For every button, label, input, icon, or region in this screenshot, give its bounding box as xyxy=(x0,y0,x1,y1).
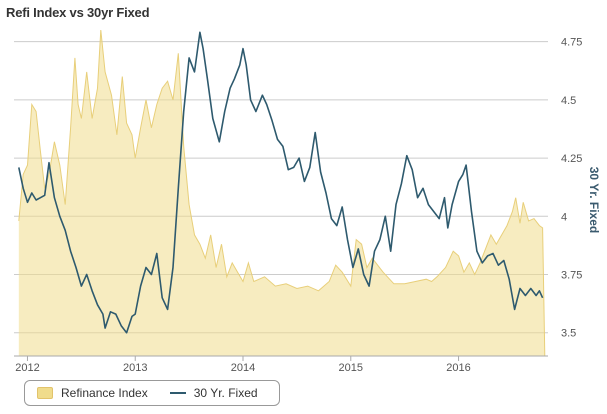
y-tick-label: 3.75 xyxy=(561,270,582,282)
refinance-index-area xyxy=(18,30,545,356)
y-tick-label: 4.75 xyxy=(561,37,582,49)
refinance-index-outline xyxy=(18,29,546,357)
x-tick-label: 2015 xyxy=(339,362,363,374)
thirty-year-fixed-line-layer xyxy=(18,31,544,334)
x-tick-label: 2016 xyxy=(446,362,470,374)
legend-item-30yr-fixed[interactable]: 30 Yr. Fixed xyxy=(169,386,258,400)
legend-item-refinance-index[interactable]: Refinance Index xyxy=(37,386,148,400)
chart-title: Refi Index vs 30yr Fixed xyxy=(6,5,150,20)
y-tick-label: 4.5 xyxy=(561,95,576,107)
x-axis: 2012 2013 2014 2015 2016 xyxy=(14,355,548,374)
y-axis-right: 3.5 3.75 4 4.25 4.5 4.75 xyxy=(561,37,582,340)
x-tick-label: 2013 xyxy=(123,362,147,374)
y-axis-title: 30 Yr. Fixed xyxy=(587,167,601,234)
y-tick-label: 4.25 xyxy=(561,153,582,165)
legend-swatch-line xyxy=(169,392,186,394)
thirty-year-fixed-line xyxy=(18,31,544,334)
legend-swatch-area xyxy=(37,387,53,399)
legend-label-refinance-index: Refinance Index xyxy=(61,386,148,400)
y-tick-label: 3.5 xyxy=(561,328,576,340)
refinance-index-area-layer xyxy=(18,29,546,357)
y-tick-label: 4 xyxy=(561,211,567,223)
x-tick-label: 2014 xyxy=(231,362,255,374)
x-tick-label: 2012 xyxy=(15,362,39,374)
legend: Refinance Index 30 Yr. Fixed xyxy=(24,380,280,406)
legend-label-30yr-fixed: 30 Yr. Fixed xyxy=(193,386,258,400)
